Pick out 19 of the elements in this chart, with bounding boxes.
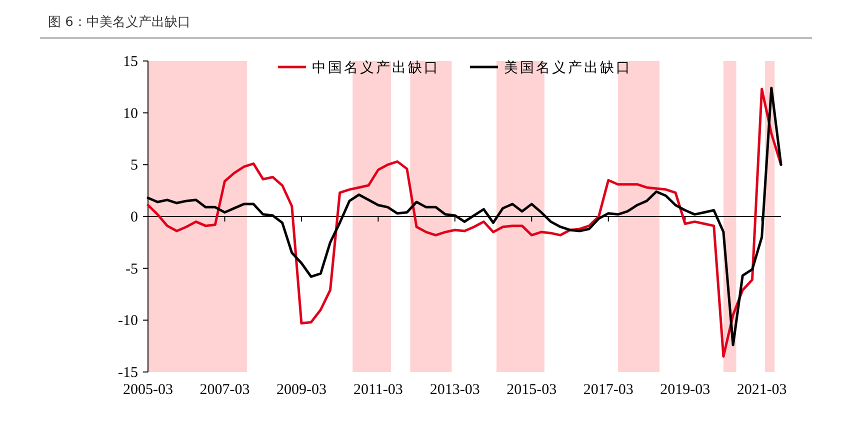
y-tick-label: -15 <box>118 365 138 381</box>
x-tick-label: 2009-03 <box>276 382 326 398</box>
legend-label: 中国名义产出缺口 <box>312 60 440 76</box>
chart-title: 图 6：中美名义产出缺口 <box>48 14 190 30</box>
y-tick-label: 15 <box>123 54 138 70</box>
x-tick-label: 2005-03 <box>123 382 173 398</box>
x-tick-label: 2013-03 <box>430 382 480 398</box>
x-tick-label: 2021-03 <box>736 382 787 398</box>
x-tick-label: 2007-03 <box>200 382 250 398</box>
x-tick-label: 2011-03 <box>353 382 403 398</box>
x-tick-label: 2019-03 <box>660 382 710 398</box>
x-tick-label: 2015-03 <box>506 382 557 398</box>
y-tick-label: -5 <box>126 261 138 278</box>
x-tick-label: 2017-03 <box>583 382 634 398</box>
y-tick-label: 5 <box>130 158 138 174</box>
y-tick-label: -10 <box>118 313 138 330</box>
y-tick-label: 10 <box>123 106 138 122</box>
y-tick-label: 0 <box>130 210 138 226</box>
legend-label: 美国名义产出缺口 <box>504 60 632 76</box>
